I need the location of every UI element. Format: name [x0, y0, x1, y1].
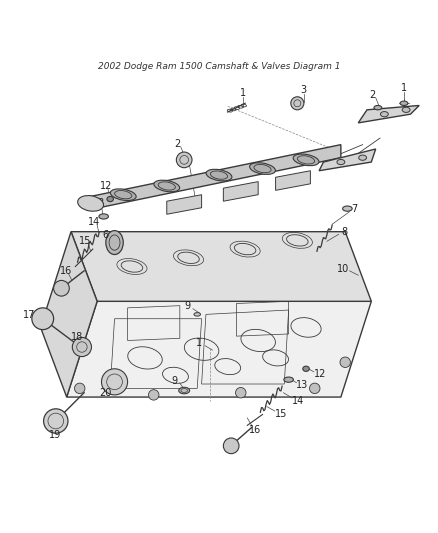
Polygon shape	[223, 182, 258, 201]
Circle shape	[102, 369, 127, 395]
Text: 4: 4	[182, 152, 188, 163]
Polygon shape	[88, 144, 341, 210]
Text: 12: 12	[314, 369, 326, 379]
Text: 15: 15	[79, 236, 92, 246]
Text: 14: 14	[88, 217, 101, 227]
Circle shape	[310, 383, 320, 393]
Ellipse shape	[99, 214, 109, 219]
Text: 13: 13	[297, 381, 309, 390]
Text: 12: 12	[100, 181, 112, 191]
Polygon shape	[319, 149, 376, 171]
Ellipse shape	[381, 111, 389, 117]
Ellipse shape	[343, 206, 352, 211]
Circle shape	[44, 409, 68, 433]
Text: 1: 1	[240, 88, 247, 98]
Text: 2: 2	[370, 90, 376, 100]
Polygon shape	[67, 301, 371, 397]
Ellipse shape	[206, 169, 232, 181]
Ellipse shape	[337, 159, 345, 165]
Ellipse shape	[250, 163, 276, 174]
Polygon shape	[276, 171, 311, 190]
Ellipse shape	[284, 377, 293, 382]
Ellipse shape	[359, 155, 367, 160]
Polygon shape	[71, 232, 371, 301]
Text: 2: 2	[174, 139, 181, 149]
Circle shape	[236, 387, 246, 398]
Text: 20: 20	[100, 387, 112, 398]
Text: 18: 18	[71, 332, 83, 342]
Circle shape	[53, 280, 69, 296]
Text: 16: 16	[60, 266, 72, 276]
Circle shape	[340, 357, 350, 367]
Ellipse shape	[194, 313, 201, 316]
Circle shape	[291, 97, 304, 110]
Text: 9: 9	[172, 376, 178, 385]
Text: 19: 19	[49, 430, 61, 440]
Ellipse shape	[78, 196, 103, 211]
Circle shape	[32, 308, 53, 329]
Ellipse shape	[110, 189, 136, 200]
Ellipse shape	[400, 101, 408, 106]
Text: 15: 15	[275, 409, 287, 418]
Text: 9: 9	[184, 301, 190, 311]
Text: 7: 7	[352, 204, 358, 214]
Ellipse shape	[293, 154, 319, 166]
Circle shape	[177, 152, 192, 168]
Polygon shape	[167, 195, 201, 214]
Ellipse shape	[179, 387, 190, 394]
Text: 1: 1	[401, 83, 407, 93]
Circle shape	[223, 438, 239, 454]
Ellipse shape	[107, 197, 113, 201]
Text: 13: 13	[93, 198, 105, 208]
Ellipse shape	[154, 180, 180, 192]
Circle shape	[148, 390, 159, 400]
Ellipse shape	[374, 106, 382, 110]
Text: 3: 3	[301, 85, 307, 95]
Polygon shape	[358, 106, 419, 123]
Ellipse shape	[303, 366, 309, 372]
Text: 10: 10	[337, 264, 350, 273]
Circle shape	[74, 383, 85, 393]
Ellipse shape	[106, 231, 123, 255]
Text: 14: 14	[292, 395, 304, 406]
Ellipse shape	[402, 107, 410, 112]
Text: 1: 1	[196, 338, 202, 348]
Text: 16: 16	[248, 425, 261, 435]
Polygon shape	[41, 232, 97, 397]
Text: 8: 8	[341, 227, 347, 237]
Text: 2002 Dodge Ram 1500 Camshaft & Valves Diagram 1: 2002 Dodge Ram 1500 Camshaft & Valves Di…	[98, 62, 340, 71]
Text: 6: 6	[103, 230, 109, 240]
Circle shape	[72, 337, 92, 357]
Text: 17: 17	[23, 310, 35, 320]
